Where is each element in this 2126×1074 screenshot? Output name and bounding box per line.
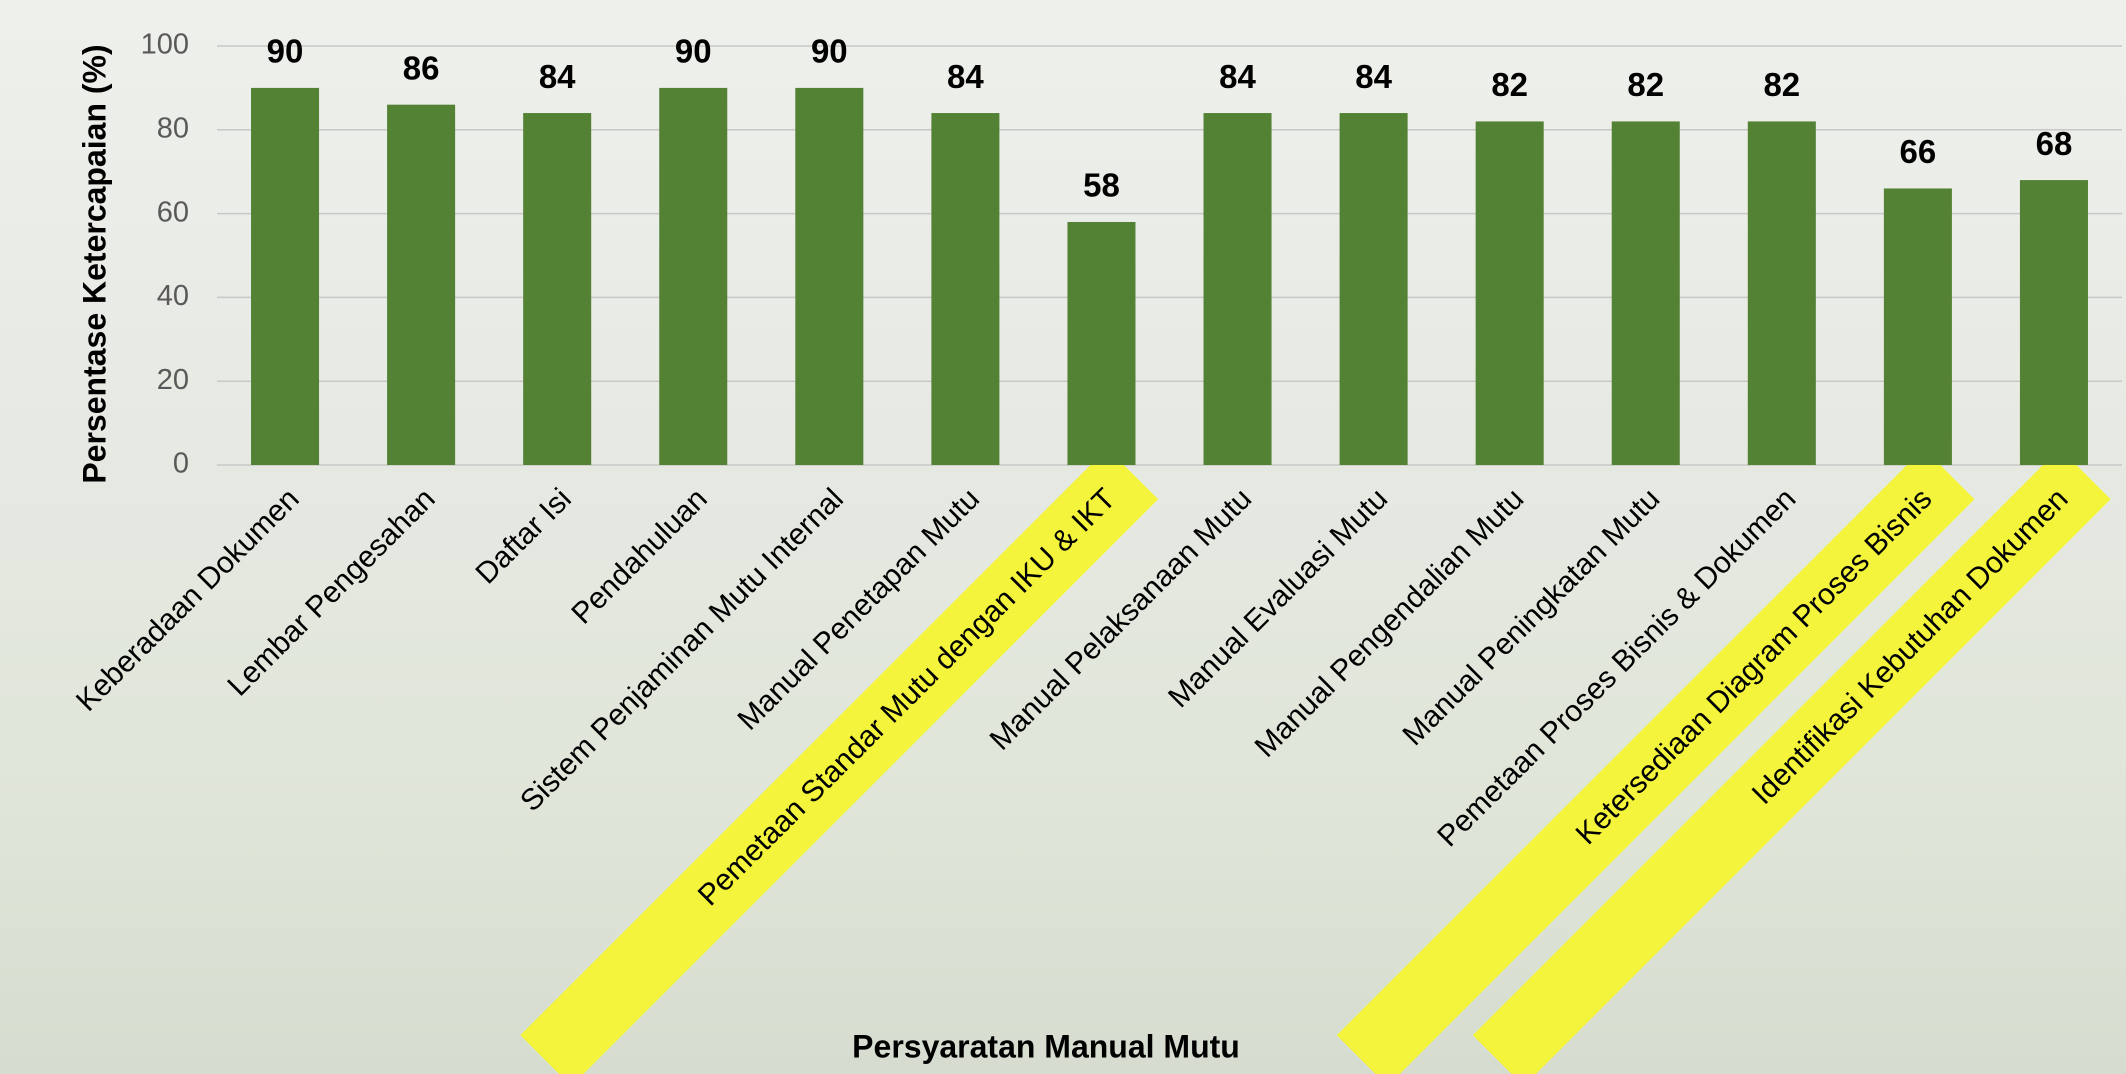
data-label: 90 bbox=[267, 33, 304, 70]
x-tick-label: Daftar Isi bbox=[470, 482, 578, 590]
bar bbox=[387, 104, 456, 465]
bar bbox=[1883, 188, 1952, 465]
x-tick-group: Keberadaan Dokumen bbox=[70, 482, 306, 718]
data-label: 84 bbox=[947, 58, 984, 95]
x-tick-group: Daftar Isi bbox=[470, 482, 578, 590]
x-tick-label: Manual Pengendalian Mutu bbox=[1249, 482, 1531, 764]
bar bbox=[1747, 121, 1816, 466]
bar bbox=[795, 87, 864, 466]
x-tick-label: Keberadaan Dokumen bbox=[70, 482, 306, 718]
label-highlight bbox=[520, 448, 1159, 1074]
y-tick-label: 40 bbox=[157, 280, 189, 312]
y-tick-label: 60 bbox=[157, 196, 189, 228]
data-label: 82 bbox=[1491, 66, 1528, 103]
x-tick-group: Pendahuluan bbox=[565, 482, 713, 630]
bar bbox=[1611, 121, 1680, 466]
data-label: 68 bbox=[2036, 125, 2073, 162]
bar bbox=[2019, 180, 2088, 465]
data-label: 86 bbox=[403, 49, 440, 86]
bar bbox=[1203, 113, 1272, 465]
bar bbox=[931, 113, 1000, 465]
y-tick-label: 100 bbox=[141, 29, 189, 61]
bar bbox=[523, 113, 592, 465]
bar bbox=[1339, 113, 1408, 465]
y-axis-title: Persentase Ketercapaian (%) bbox=[76, 44, 112, 483]
data-label: 84 bbox=[1355, 58, 1392, 95]
x-tick-label: Pendahuluan bbox=[565, 482, 713, 630]
data-label: 84 bbox=[1219, 58, 1256, 95]
x-tick-group: Pemetaan Standar Mutu dengan IKU & IKT bbox=[520, 448, 1159, 1074]
x-tick-group: Manual Evaluasi Mutu bbox=[1162, 482, 1394, 714]
data-label: 66 bbox=[1900, 133, 1937, 170]
data-label: 58 bbox=[1083, 167, 1120, 204]
data-label: 84 bbox=[539, 58, 576, 95]
y-tick-label: 80 bbox=[157, 112, 189, 144]
data-label: 82 bbox=[1627, 66, 1664, 103]
label-highlight bbox=[1336, 448, 1975, 1074]
x-tick-label: Manual Peningkatan Mutu bbox=[1396, 482, 1666, 752]
y-tick-label: 20 bbox=[157, 364, 189, 396]
x-tick-group: Ketersediaan Diagram Proses Bisnis bbox=[1336, 448, 1975, 1074]
x-tick-label: Manual Evaluasi Mutu bbox=[1162, 482, 1394, 714]
data-label: 90 bbox=[811, 33, 848, 70]
label-highlight bbox=[1472, 448, 2111, 1074]
data-label: 82 bbox=[1763, 66, 1800, 103]
y-tick-label: 0 bbox=[173, 448, 189, 480]
x-axis-title: Persyaratan Manual Mutu bbox=[852, 1028, 1240, 1064]
x-tick-group: Identifikasi Kebutuhan Dokumen bbox=[1472, 448, 2111, 1074]
x-tick-group: Manual Pengendalian Mutu bbox=[1249, 482, 1531, 764]
bar bbox=[1475, 121, 1544, 466]
data-label: 90 bbox=[675, 33, 712, 70]
x-tick-group: Manual Peningkatan Mutu bbox=[1396, 482, 1666, 752]
bar bbox=[1067, 221, 1136, 465]
bar bbox=[251, 87, 320, 466]
bar bbox=[659, 87, 728, 466]
